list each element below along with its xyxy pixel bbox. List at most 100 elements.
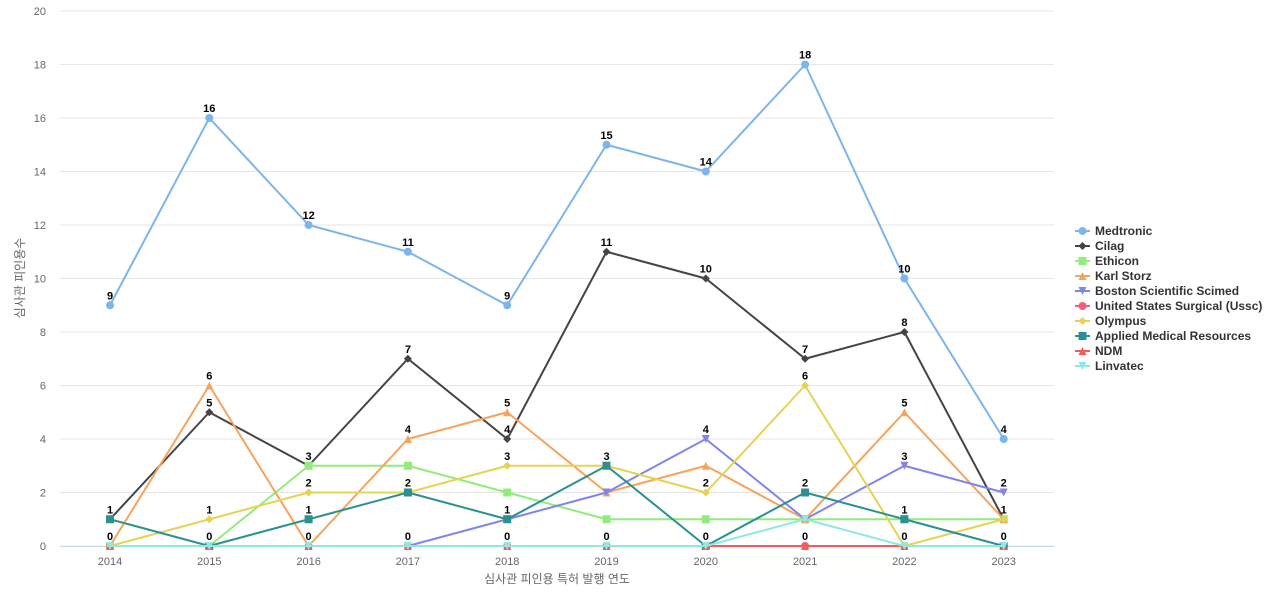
- data-point: [999, 542, 1008, 550]
- x-tick-label: 2021: [793, 556, 817, 568]
- legend-item-boston-scientific-scimed[interactable]: Boston Scientific Scimed: [1075, 284, 1239, 298]
- data-label: 0: [206, 531, 212, 543]
- x-tick-label: 2016: [296, 556, 320, 568]
- legend-label: Applied Medical Resources: [1095, 329, 1251, 343]
- data-point: [602, 247, 611, 256]
- x-tick-label: 2019: [594, 556, 618, 568]
- data-label: 7: [405, 344, 411, 356]
- data-point: [701, 542, 710, 550]
- data-label: 0: [901, 531, 907, 543]
- data-label: 10: [700, 264, 712, 276]
- y-tick-label: 4: [40, 434, 46, 446]
- data-point: [900, 274, 909, 283]
- legend-item-applied-medical-resources[interactable]: Applied Medical Resources: [1075, 329, 1251, 343]
- data-point: [602, 140, 611, 149]
- data-point: [304, 542, 313, 550]
- data-label: 1: [107, 504, 113, 516]
- x-tick-label: 2015: [197, 556, 221, 568]
- data-point: [900, 408, 909, 417]
- data-label: 3: [901, 451, 907, 463]
- legend-item-ndm[interactable]: NDM: [1075, 344, 1122, 358]
- data-label: 2: [1001, 478, 1007, 490]
- data-label: 5: [901, 397, 907, 409]
- data-label: 18: [799, 50, 811, 62]
- data-label: 0: [306, 531, 312, 543]
- data-label: 14: [700, 157, 713, 169]
- legend-marker: [1078, 362, 1087, 370]
- data-label: 2: [306, 478, 312, 490]
- x-tick-label: 2022: [892, 556, 916, 568]
- legend-item-olympus[interactable]: Olympus: [1075, 314, 1147, 328]
- y-tick-label: 6: [40, 381, 46, 393]
- data-label: 4: [405, 424, 412, 436]
- x-tick-label: 2023: [991, 556, 1015, 568]
- data-point: [701, 488, 710, 497]
- data-point: [403, 488, 412, 497]
- data-point: [403, 247, 412, 256]
- y-tick-label: 2: [40, 488, 46, 500]
- data-label: 11: [402, 237, 414, 249]
- data-point: [801, 542, 810, 550]
- legend-item-medtronic[interactable]: Medtronic: [1075, 224, 1153, 238]
- data-point: [999, 488, 1008, 497]
- data-point: [106, 301, 114, 310]
- series-line: [109, 63, 1005, 440]
- data-point: [304, 461, 313, 470]
- grid: [60, 10, 1054, 547]
- data-point: [602, 542, 611, 550]
- y-tick-label: 10: [34, 274, 46, 286]
- data-label: 3: [504, 451, 510, 463]
- data-point: [701, 435, 710, 443]
- x-axis-title: 심사관 피인용 특허 발행 연도: [484, 571, 630, 586]
- data-label: 0: [1001, 531, 1007, 543]
- data-point: [205, 408, 214, 417]
- legend-label: Boston Scientific Scimed: [1095, 284, 1239, 298]
- data-label: 0: [802, 531, 808, 543]
- legend-item-cilag[interactable]: Cilag: [1075, 239, 1124, 253]
- legend-item-united-states-surgical-ussc[interactable]: United States Surgical (Ussc): [1075, 299, 1262, 313]
- data-point: [304, 488, 313, 497]
- data-label: 9: [107, 290, 113, 302]
- series-line: [109, 250, 1005, 521]
- data-point: [106, 515, 114, 524]
- data-point: [503, 301, 512, 310]
- data-label: 6: [802, 371, 808, 383]
- data-point: [900, 542, 909, 550]
- legend-marker: [1078, 302, 1087, 310]
- data-point: [801, 354, 810, 363]
- y-tick-label: 12: [34, 220, 46, 232]
- data-label: 5: [206, 397, 212, 409]
- data-point: [801, 488, 810, 497]
- x-tick-label: 2017: [396, 556, 420, 568]
- data-label: 1: [901, 504, 907, 516]
- x-tick-label: 2020: [694, 556, 718, 568]
- legend-label: NDM: [1095, 344, 1122, 358]
- data-label: 0: [603, 531, 609, 543]
- data-label: 0: [107, 531, 113, 543]
- legend-label: United States Surgical (Ussc): [1095, 299, 1262, 313]
- legend-marker: [1078, 287, 1087, 295]
- data-point: [701, 167, 710, 176]
- data-point: [602, 488, 611, 497]
- data-label: 7: [802, 344, 808, 356]
- data-point: [602, 515, 611, 524]
- legend-marker: [1078, 227, 1087, 235]
- data-point: [304, 515, 313, 524]
- data-label: 0: [405, 531, 411, 543]
- legend-item-ethicon[interactable]: Ethicon: [1075, 254, 1139, 268]
- data-label: 0: [504, 531, 510, 543]
- data-label: 3: [306, 451, 312, 463]
- data-label: 1: [306, 504, 312, 516]
- data-point: [503, 542, 512, 550]
- data-label: 3: [603, 451, 609, 463]
- data-point: [106, 542, 114, 550]
- data-label: 4: [1001, 424, 1008, 436]
- legend-item-karl-storz[interactable]: Karl Storz: [1075, 269, 1152, 283]
- data-label: 5: [504, 397, 510, 409]
- data-label: 9: [504, 290, 510, 302]
- legend-item-linvatec[interactable]: Linvatec: [1075, 359, 1144, 373]
